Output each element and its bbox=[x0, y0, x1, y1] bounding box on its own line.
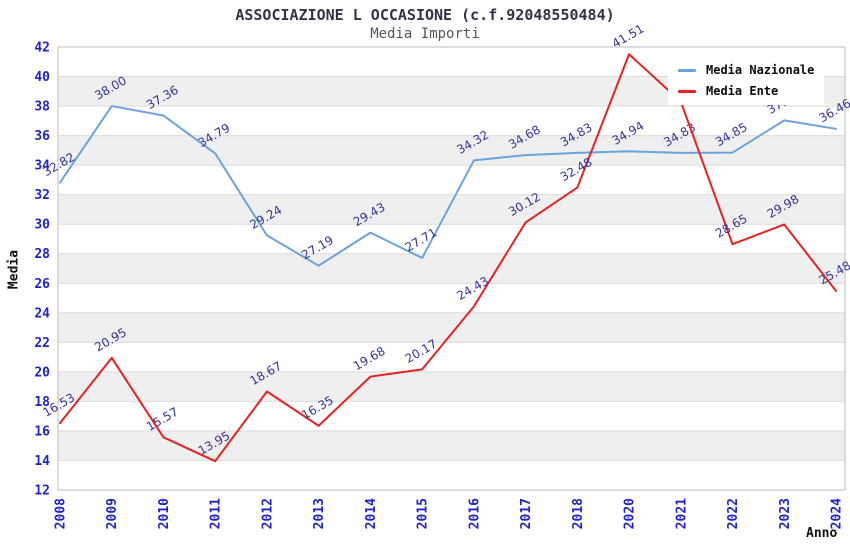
plot-border bbox=[57, 46, 846, 491]
legend-item-media-nazionale: Media Nazionale bbox=[678, 63, 814, 77]
svg-text:20: 20 bbox=[34, 365, 50, 380]
svg-text:2020: 2020 bbox=[623, 498, 638, 529]
svg-text:2012: 2012 bbox=[260, 498, 275, 529]
svg-text:2022: 2022 bbox=[726, 498, 741, 529]
series-line-media-ente bbox=[59, 53, 837, 463]
svg-text:2014: 2014 bbox=[364, 498, 379, 529]
svg-text:38: 38 bbox=[34, 100, 50, 115]
grid-bands bbox=[58, 47, 845, 490]
svg-text:40: 40 bbox=[34, 70, 50, 85]
svg-text:16: 16 bbox=[34, 424, 50, 439]
svg-text:32: 32 bbox=[34, 188, 50, 203]
svg-text:2011: 2011 bbox=[209, 498, 224, 529]
legend: Media Nazionale Media Ente bbox=[668, 56, 825, 105]
svg-text:14: 14 bbox=[34, 454, 50, 469]
y-tick-labels: 42 40 38 36 34 32 30 28 26 24 22 20 18 16 14 12 bbox=[34, 41, 50, 499]
svg-text:2023: 2023 bbox=[778, 498, 793, 529]
svg-text:26: 26 bbox=[34, 277, 50, 292]
svg-text:2024: 2024 bbox=[830, 498, 845, 529]
svg-text:2010: 2010 bbox=[157, 498, 172, 529]
series-line-media-nazionale bbox=[59, 105, 837, 267]
legend-label-media-ente: Media Ente bbox=[706, 84, 779, 98]
chart-subtitle: Media Importi bbox=[370, 26, 480, 42]
svg-text:2016: 2016 bbox=[467, 498, 482, 529]
svg-text:2009: 2009 bbox=[105, 498, 120, 529]
x-axis-title: Anno bbox=[806, 526, 838, 541]
svg-text:2021: 2021 bbox=[674, 498, 689, 529]
legend-swatch-media-ente bbox=[678, 89, 696, 93]
x-tick-labels: 2008 2009 2010 2011 2012 2013 2014 2015 2016 2017… bbox=[54, 498, 845, 529]
svg-text:34: 34 bbox=[34, 159, 50, 174]
legend-item-media-ente: Media Ente bbox=[678, 84, 814, 98]
svg-text:30: 30 bbox=[34, 218, 50, 233]
svg-text:42: 42 bbox=[34, 41, 50, 56]
svg-text:2015: 2015 bbox=[416, 498, 431, 529]
svg-text:28: 28 bbox=[34, 247, 50, 262]
svg-text:18: 18 bbox=[34, 395, 50, 410]
legend-label-media-nazionale: Media Nazionale bbox=[706, 63, 815, 77]
svg-text:2013: 2013 bbox=[312, 498, 327, 529]
svg-text:2008: 2008 bbox=[54, 498, 69, 529]
svg-text:2018: 2018 bbox=[571, 498, 586, 529]
chart-title: ASSOCIAZIONE L OCCASIONE (c.f.9204855048… bbox=[235, 6, 615, 24]
legend-swatch-media-nazionale bbox=[678, 68, 696, 72]
svg-text:22: 22 bbox=[34, 336, 50, 351]
svg-text:12: 12 bbox=[34, 484, 50, 499]
svg-text:24: 24 bbox=[34, 306, 50, 321]
y-axis-title: Media bbox=[6, 249, 22, 290]
svg-text:36: 36 bbox=[34, 129, 50, 144]
svg-text:2017: 2017 bbox=[519, 498, 534, 529]
